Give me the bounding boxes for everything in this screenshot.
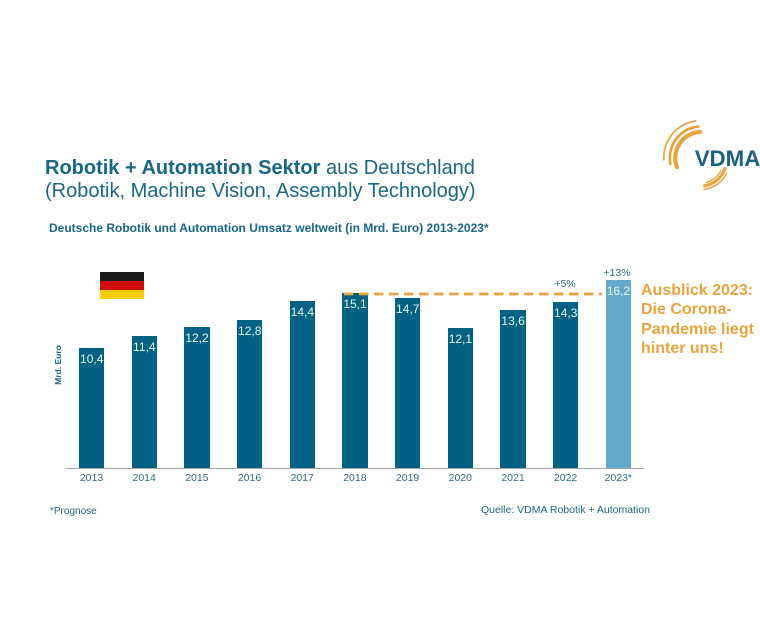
svg-text:VDMA: VDMA: [695, 146, 760, 171]
